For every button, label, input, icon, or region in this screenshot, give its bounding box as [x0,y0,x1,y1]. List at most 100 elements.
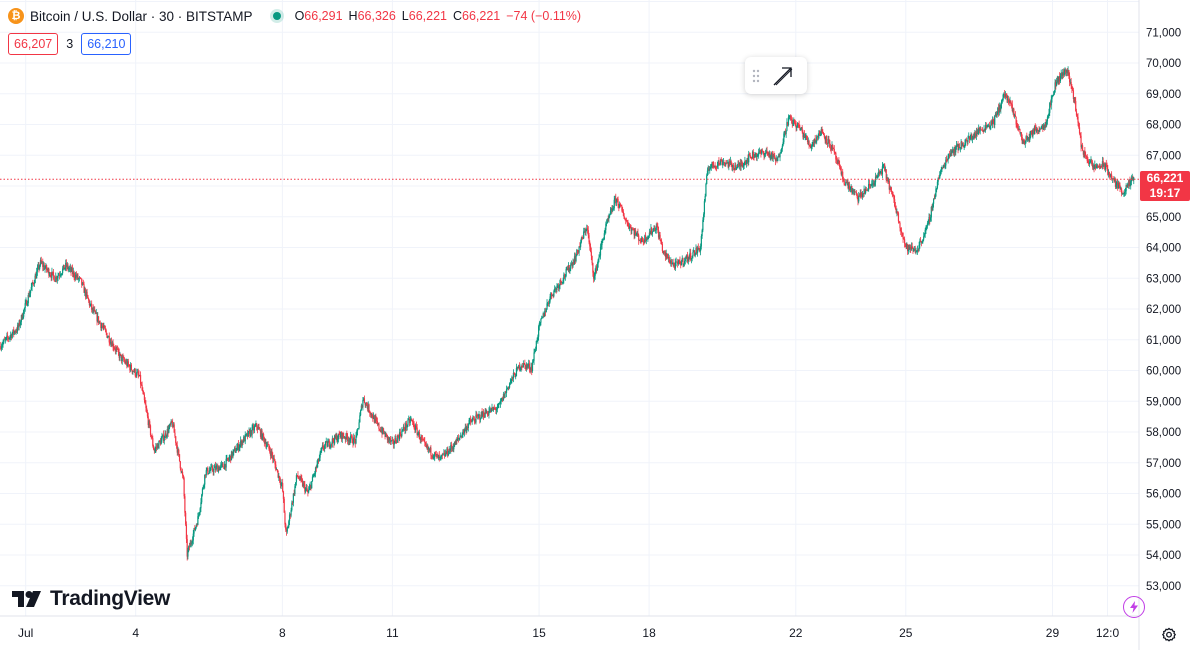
candle-body [679,260,681,264]
candle-body [350,435,352,440]
candle-body [9,336,11,339]
price-tick-label: 70,000 [1146,58,1181,70]
candle-body [819,130,821,136]
candle-body [710,164,712,167]
candle-body [104,325,106,329]
candle-body [377,423,379,425]
candle-body [651,228,653,234]
candle-body [817,135,819,137]
candle-body [985,124,987,128]
lightning-icon[interactable] [1123,596,1145,618]
candle-body [123,357,125,361]
candle-body [155,446,157,449]
candle-body [69,267,71,269]
candle-body [606,218,608,224]
buy-button[interactable]: 66,210 [81,33,132,55]
candle-body [191,540,194,543]
candle-body [914,249,916,253]
candle-body [405,423,407,431]
candle-body [683,263,685,265]
candle-body [1090,160,1092,162]
candle-body [725,162,727,165]
candle-body [324,441,327,446]
candle-body [825,135,827,141]
settings-gear-icon[interactable] [1158,624,1180,646]
candle-body [15,331,17,333]
candle-body [55,276,58,280]
candle-body [186,538,188,557]
candle-body [696,248,698,254]
candle-body [514,374,516,378]
candle-body [1089,161,1091,163]
candle-body [444,452,447,457]
candle-body [16,331,18,332]
candle-body [950,153,952,155]
candle-body [567,265,570,271]
candle-body [700,236,702,247]
candle-body [97,316,100,323]
candle-body [219,466,221,471]
price-axis[interactable]: 53,00054,00055,00056,00057,00058,00059,0… [1146,27,1181,593]
candle-body [686,255,688,259]
candle-body [311,476,314,482]
candle-body [512,372,515,379]
candle-body [1016,124,1018,126]
candle-body [358,422,360,429]
candle-body [517,366,519,369]
candle-body [351,436,353,443]
candle-body [665,253,667,257]
candle-body [133,371,135,372]
candle-body [369,412,371,414]
candle-body [815,141,817,143]
candle-body [150,435,152,438]
candle-body [1101,161,1104,167]
candle-body [257,427,259,430]
candlestick-series[interactable] [0,66,1135,561]
candle-body [667,257,670,259]
candle-body [692,252,694,257]
candle-body [228,457,230,460]
drag-handle-icon[interactable] [745,69,767,83]
candle-body [935,188,937,197]
floating-drawing-toolbar[interactable] [745,57,807,94]
candle-body [795,123,797,128]
candle-body [988,125,990,127]
candle-body [126,361,128,367]
candle-body [121,356,123,362]
symbol-title[interactable]: Bitcoin / U.S. Dollar · 30 · BITSTAMP [30,8,253,24]
candle-body [475,414,477,423]
candle-body [676,261,678,263]
symbol-legend[interactable]: ₿ Bitcoin / U.S. Dollar · 30 · BITSTAMP … [8,6,581,26]
candle-body [962,144,964,146]
candle-body [892,194,894,196]
candle-body [1001,100,1003,101]
candle-body [850,186,852,189]
candle-body [735,165,737,170]
candle-body [965,139,967,144]
candle-body [16,325,19,332]
candle-body [835,159,838,161]
candle-body [789,116,791,117]
candle-body [583,231,585,239]
candle-body [403,426,405,430]
candle-body [610,208,612,211]
tradingview-logo[interactable]: TradingView [12,587,170,611]
candle-body [786,122,788,131]
candle-body [589,242,591,247]
candle-body [178,449,180,455]
candle-body [431,455,434,458]
candle-body [780,148,783,153]
sell-button[interactable]: 66,207 [8,33,59,55]
candle-body [829,140,831,148]
change-value: −74 (−0.11%) [506,9,582,23]
candle-body [538,322,540,327]
trend-arrow-icon[interactable] [767,61,799,91]
candle-body [991,119,994,125]
price-tick-label: 65,000 [1146,212,1181,224]
time-axis[interactable]: Jul 4 8 11 15 18 22 25 29 12:0 [18,626,1119,640]
candle-body [176,445,178,453]
candle-body [419,438,421,440]
candle-body [1132,177,1134,180]
market-status-icon[interactable] [272,12,281,20]
